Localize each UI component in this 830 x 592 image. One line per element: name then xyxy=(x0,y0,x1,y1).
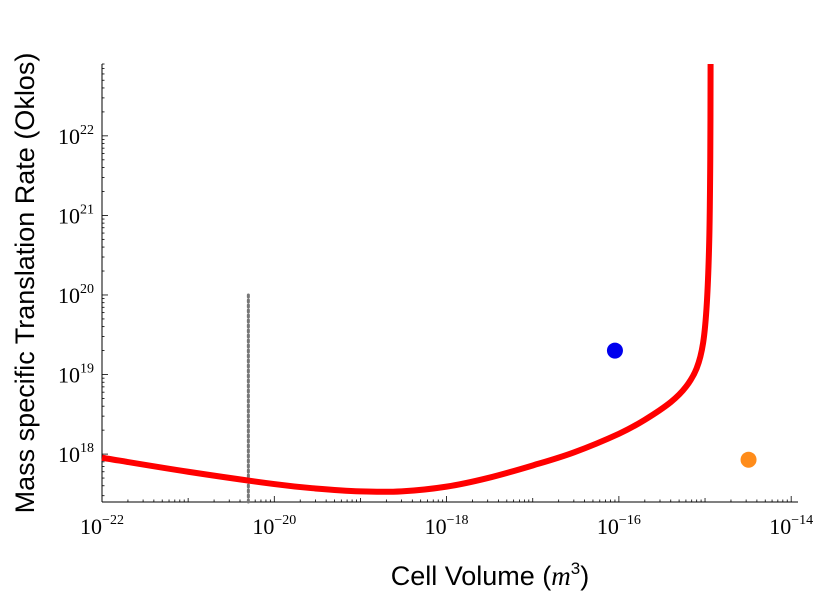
x-axis-title-main: Cell Volume ( xyxy=(391,561,552,591)
x-tick-label: 10−18 xyxy=(425,513,469,539)
x-axis-title-italic: m xyxy=(551,561,571,591)
y-tick-label-base: 10 xyxy=(58,442,80,467)
y-tick-label-exp: 21 xyxy=(80,202,94,217)
x-tick-labels: 10−22 10−20 10−18 10−16 10−14 xyxy=(80,513,813,539)
y-tick-label: 1021 xyxy=(58,202,94,228)
x-tick-label-exp: −18 xyxy=(447,513,469,528)
data-points xyxy=(606,342,757,468)
x-tick-label: 10−16 xyxy=(597,513,641,539)
y-tick-label-exp: 18 xyxy=(80,441,94,456)
x-tick-label: 10−22 xyxy=(80,513,124,539)
x-tick-label-base: 10 xyxy=(252,514,274,539)
y-ticks xyxy=(102,63,108,497)
x-tick-label-exp: −22 xyxy=(102,513,124,528)
x-tick-label-base: 10 xyxy=(80,514,102,539)
y-tick-label-exp: 19 xyxy=(80,362,94,377)
y-tick-label-base: 10 xyxy=(58,363,80,388)
x-axis-title-sup: 3 xyxy=(571,559,580,578)
x-tick-label: 10−20 xyxy=(252,513,296,539)
x-tick-label-exp: −20 xyxy=(274,513,296,528)
y-tick-label-base: 10 xyxy=(58,203,80,228)
series-line xyxy=(101,63,714,495)
y-axis-title: Mass specific Translation Rate (Oklos) xyxy=(10,53,40,514)
y-tick-label: 1022 xyxy=(58,123,94,149)
y-tick-label: 1020 xyxy=(58,282,94,308)
y-tick-label-exp: 22 xyxy=(80,123,94,138)
x-axis-title-close: ) xyxy=(580,561,589,591)
x-tick-label-base: 10 xyxy=(597,514,619,539)
y-tick-label-exp: 20 xyxy=(80,282,94,297)
y-tick-label: 1019 xyxy=(58,362,94,388)
y-tick-label-base: 10 xyxy=(58,124,80,149)
plot-area: 10−22 10−20 10−18 10−16 10−14 10181019102010… xyxy=(58,63,813,539)
x-tick-label-base: 10 xyxy=(425,514,447,539)
y-tick-label-base: 10 xyxy=(58,283,80,308)
x-tick-label-base: 10 xyxy=(769,514,791,539)
x-tick-label: 10−14 xyxy=(769,513,813,539)
x-tick-label-exp: −16 xyxy=(619,513,641,528)
x-axis-title: Cell Volume (m3) xyxy=(391,559,590,591)
data-point xyxy=(740,451,757,468)
x-ticks xyxy=(101,496,792,502)
y-tick-label: 1018 xyxy=(58,441,94,467)
data-point xyxy=(606,342,623,359)
x-tick-label-exp: −14 xyxy=(791,513,813,528)
